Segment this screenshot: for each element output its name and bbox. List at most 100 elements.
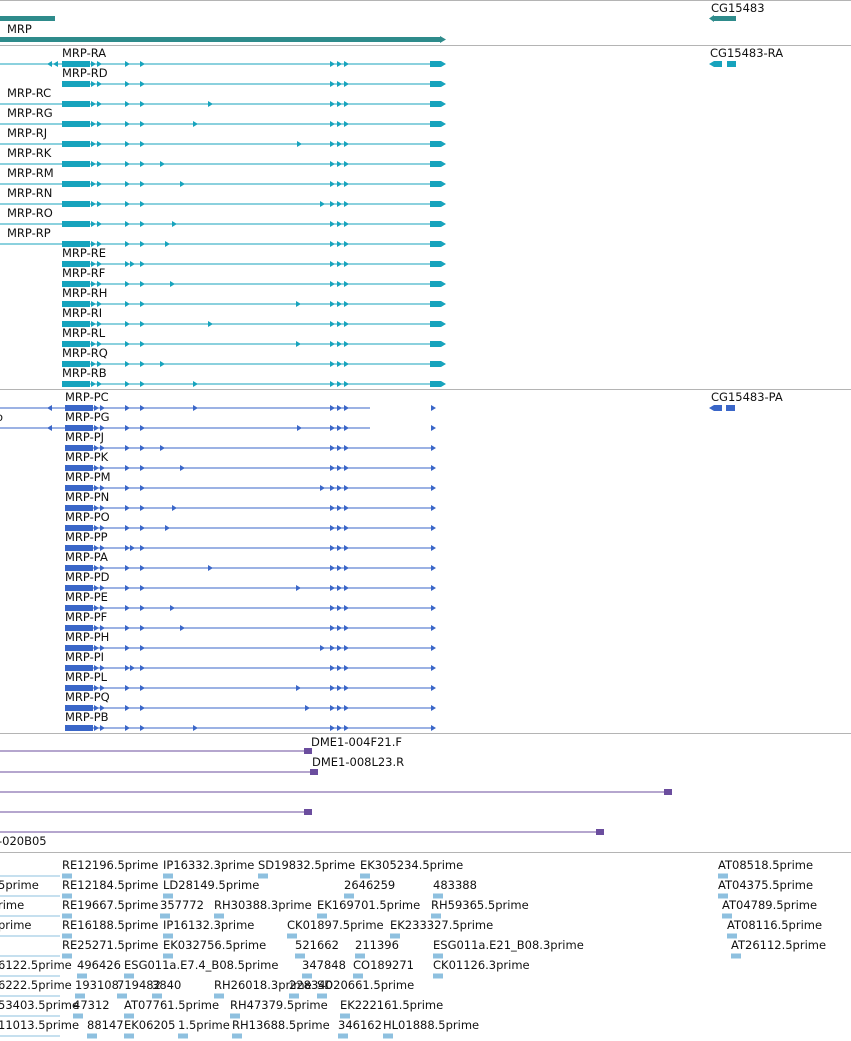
protein-label-mrp-pb[interactable]: MRP-PB <box>65 710 109 724</box>
protein-label-mrp-pm[interactable]: MRP-PM <box>65 470 111 484</box>
est-label[interactable]: 346162 <box>338 1018 382 1032</box>
transcript-label-mrp-ri[interactable]: MRP-RI <box>62 306 102 320</box>
est-label[interactable]: CK01126.3prime <box>433 958 530 972</box>
transcript-label-mrp-rb[interactable]: MRP-RB <box>62 366 107 380</box>
est-label[interactable]: 193108 <box>75 978 119 992</box>
protein-label-mrp-pj[interactable]: MRP-PJ <box>65 430 104 444</box>
est-label[interactable]: AT26112.5prime <box>731 938 826 952</box>
protein-label-mrp-pn[interactable]: MRP-PN <box>65 490 109 504</box>
est-label[interactable]: HL01888.5prime <box>383 1018 479 1032</box>
est-label[interactable]: IP16332.3prime <box>163 858 254 872</box>
est-label[interactable]: EK222161.5prime <box>340 998 443 1012</box>
est-label[interactable]: AT08518.5prime <box>718 858 813 872</box>
est-label[interactable]: 228340 <box>289 978 333 992</box>
est-label[interactable]: 496426 <box>77 958 121 972</box>
gene-mrp-bar[interactable] <box>0 37 440 42</box>
est-label[interactable]: RH26018.3prime <box>214 978 312 992</box>
transcript-label-mrp-rq[interactable]: MRP-RQ <box>62 346 108 360</box>
transcript-label-mrp-rf[interactable]: MRP-RF <box>62 266 105 280</box>
est-label[interactable]: EK305234.5prime <box>360 858 463 872</box>
transcript-arrow <box>297 141 302 147</box>
est-label[interactable]: 53403.5prime <box>0 998 79 1012</box>
protein-label-mrp-pg[interactable]: MRP-PG <box>65 410 110 424</box>
protein-label-mrp-pc[interactable]: MRP-PC <box>65 390 109 404</box>
protein-label-mrp-pk[interactable]: MRP-PK <box>65 450 109 464</box>
transcript-label-mrp-rp[interactable]: MRP-RP <box>7 226 51 240</box>
transcript-label-mrp-rj[interactable]: MRP-RJ <box>7 126 47 140</box>
est-label[interactable]: LD28149.5prime <box>163 878 259 892</box>
est-label[interactable]: RE12184.5prime <box>62 878 158 892</box>
est-label[interactable]: RE12196.5prime <box>62 858 158 872</box>
transcript-label-mrp-rd[interactable]: MRP-RD <box>62 66 108 80</box>
est-label[interactable]: 211396 <box>355 938 399 952</box>
est-label[interactable]: 483388 <box>433 878 477 892</box>
est-label[interactable]: SD20661.5prime <box>317 978 414 992</box>
transcript-label-mrp-rk[interactable]: MRP-RK <box>7 146 52 160</box>
est-label[interactable]: AT04789.5prime <box>722 898 817 912</box>
est-label[interactable]: 347848 <box>302 958 346 972</box>
gene-label-cg15483[interactable]: CG15483 <box>711 1 765 15</box>
protein-label-mrp-pf[interactable]: MRP-PF <box>65 610 107 624</box>
clone-label-dme1-008l23-r[interactable]: DME1-008L23.R <box>312 755 404 769</box>
est-label[interactable]: 521662 <box>295 938 339 952</box>
protein-label-mrp-pp[interactable]: MRP-PP <box>65 530 108 544</box>
est-label[interactable]: RH30388.3prime <box>214 898 312 912</box>
protein-label-mrp-po[interactable]: MRP-PO <box>65 510 110 524</box>
transcript-label-mrp-rg[interactable]: MRP-RG <box>7 106 53 120</box>
est-label[interactable]: 6222.5prime <box>0 978 72 992</box>
est-label[interactable]: RE16188.5prime <box>62 918 158 932</box>
gene-cg15483-bar[interactable] <box>714 16 736 21</box>
est-label[interactable]: EK032756.5prime <box>163 938 266 952</box>
protein-label-mrp-pd[interactable]: MRP-PD <box>65 570 110 584</box>
est-label[interactable]: AT04375.5prime <box>718 878 813 892</box>
est-label[interactable]: AT07761.5prime <box>124 998 219 1012</box>
protein-label-cg15483-pa[interactable]: CG15483-PA <box>711 390 783 404</box>
est-label[interactable]: prime <box>0 918 32 932</box>
protein-label-mrp-pq[interactable]: MRP-PQ <box>65 690 110 704</box>
est-label[interactable]: 11013.5prime <box>0 1018 79 1032</box>
transcript-label-mrp-rn[interactable]: MRP-RN <box>7 186 52 200</box>
est-label[interactable]: 6122.5prime <box>0 958 72 972</box>
protein-label-mrp-ph[interactable]: MRP-PH <box>65 630 109 644</box>
protein-label-mrp-pe[interactable]: MRP-PE <box>65 590 108 604</box>
protein-label-mrp-pi[interactable]: MRP-PI <box>65 650 104 664</box>
est-label[interactable]: AT08116.5prime <box>727 918 822 932</box>
transcript-label-mrp-ra[interactable]: MRP-RA <box>62 46 106 60</box>
transcript-label-mrp-rm[interactable]: MRP-RM <box>7 166 54 180</box>
transcript-label-mrp-re[interactable]: MRP-RE <box>62 246 106 260</box>
est-label[interactable]: SD19832.5prime <box>258 858 355 872</box>
est-label[interactable]: ESG011a.E21_B08.3prime <box>433 938 584 952</box>
est-label[interactable]: CO189271 <box>353 958 414 972</box>
gene-mrp-bar-top[interactable] <box>0 16 55 21</box>
clone-label-020b05[interactable]: -020B05 <box>0 834 47 848</box>
est-label[interactable]: IP16132.3prime <box>163 918 254 932</box>
clone-label-dme1-004f21-f[interactable]: DME1-004F21.F <box>311 735 402 749</box>
transcript-label-cg15483-ra[interactable]: CG15483-RA <box>710 46 783 60</box>
est-label[interactable]: ESG011a.E7.4_B08.5prime <box>124 958 278 972</box>
est-label[interactable]: RH13688.5prime <box>232 1018 330 1032</box>
est-label[interactable]: 719482 <box>117 978 161 992</box>
est-label[interactable]: 88147 <box>87 1018 124 1032</box>
est-label[interactable]: EK169701.5prime <box>317 898 420 912</box>
protein-label-mrp-pa[interactable]: MRP-PA <box>65 550 108 564</box>
est-label[interactable]: 2646259 <box>344 878 395 892</box>
est-label[interactable]: RH59365.5prime <box>431 898 529 912</box>
gene-label-mrp[interactable]: MRP <box>7 22 32 36</box>
est-label[interactable]: 3840 <box>152 978 181 992</box>
est-label[interactable]: RH47379.5prime <box>230 998 328 1012</box>
est-label[interactable]: CK01897.5prime <box>287 918 384 932</box>
est-label[interactable]: RE19667.5prime <box>62 898 158 912</box>
est-label[interactable]: EK06205 <box>124 1018 175 1032</box>
transcript-label-mrp-rc[interactable]: MRP-RC <box>7 86 51 100</box>
transcript-label-mrp-rh[interactable]: MRP-RH <box>62 286 107 300</box>
protein-label-mrp-pl[interactable]: MRP-PL <box>65 670 108 684</box>
est-label[interactable]: 47312 <box>73 998 110 1012</box>
est-label[interactable]: 1.5prime <box>178 1018 230 1032</box>
est-label[interactable]: EK233327.5prime <box>390 918 493 932</box>
transcript-label-mrp-rl[interactable]: MRP-RL <box>62 326 106 340</box>
est-label[interactable]: rime <box>0 898 24 912</box>
est-label[interactable]: 357772 <box>160 898 204 912</box>
est-label[interactable]: RE25271.5prime <box>62 938 158 952</box>
transcript-label-mrp-ro[interactable]: MRP-RO <box>7 206 53 220</box>
est-label[interactable]: 5prime <box>0 878 39 892</box>
